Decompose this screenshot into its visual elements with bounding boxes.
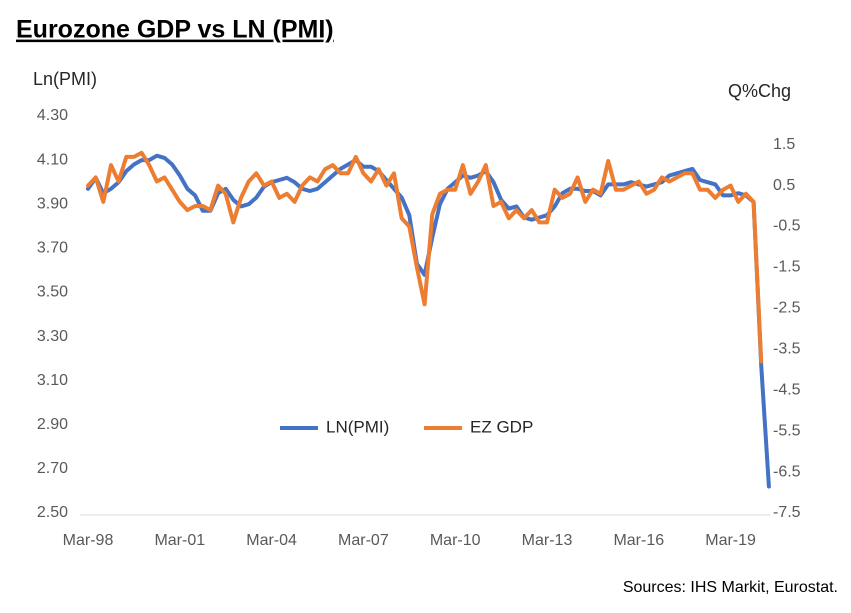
y2-tick-label: -4.5 [773, 381, 801, 398]
y-tick-label: 2.50 [37, 504, 68, 521]
x-tick-label: Mar-19 [705, 532, 756, 549]
chart-title: Eurozone GDP vs LN (PMI) [16, 16, 334, 44]
y2-tick-label: -5.5 [773, 422, 801, 439]
y2-tick-label: 0.5 [773, 177, 795, 194]
y2-tick-label: -1.5 [773, 259, 801, 276]
y-tick-label: 3.30 [37, 328, 68, 345]
x-tick-label: Mar-07 [338, 532, 389, 549]
x-tick-label: Mar-10 [430, 532, 481, 549]
y-tick-label: 4.10 [37, 151, 68, 168]
x-tick-label: Mar-13 [522, 532, 573, 549]
y-tick-label: 2.90 [37, 416, 68, 433]
y-tick-label: 3.10 [37, 372, 68, 389]
y-tick-label: 3.70 [37, 240, 68, 257]
y2-tick-label: -0.5 [773, 218, 801, 235]
y-axis-title: Ln(PMI) [33, 69, 97, 89]
y2-tick-label: -6.5 [773, 463, 801, 480]
y-tick-label: 2.70 [37, 460, 68, 477]
x-tick-label: Mar-98 [63, 532, 114, 549]
legend-label: EZ GDP [470, 417, 533, 436]
series-line [86, 150, 764, 364]
y2-tick-label: -7.5 [773, 504, 801, 521]
source-note: Sources: IHS Markit, Eurostat. [623, 579, 838, 596]
y2-tick-label: 1.5 [773, 136, 795, 153]
y2-axis-title: Q%Chg [728, 81, 791, 101]
legend-label: LN(PMI) [326, 417, 389, 436]
x-tick-label: Mar-01 [154, 532, 205, 549]
x-tick-label: Mar-16 [613, 532, 664, 549]
y2-tick-label: -3.5 [773, 341, 801, 358]
x-tick-label: Mar-04 [246, 532, 297, 549]
y-tick-label: 3.50 [37, 284, 68, 301]
y-tick-label: 3.90 [37, 195, 68, 212]
y-tick-label: 4.30 [37, 107, 68, 124]
series-line [86, 153, 771, 489]
y2-tick-label: -2.5 [773, 300, 801, 317]
